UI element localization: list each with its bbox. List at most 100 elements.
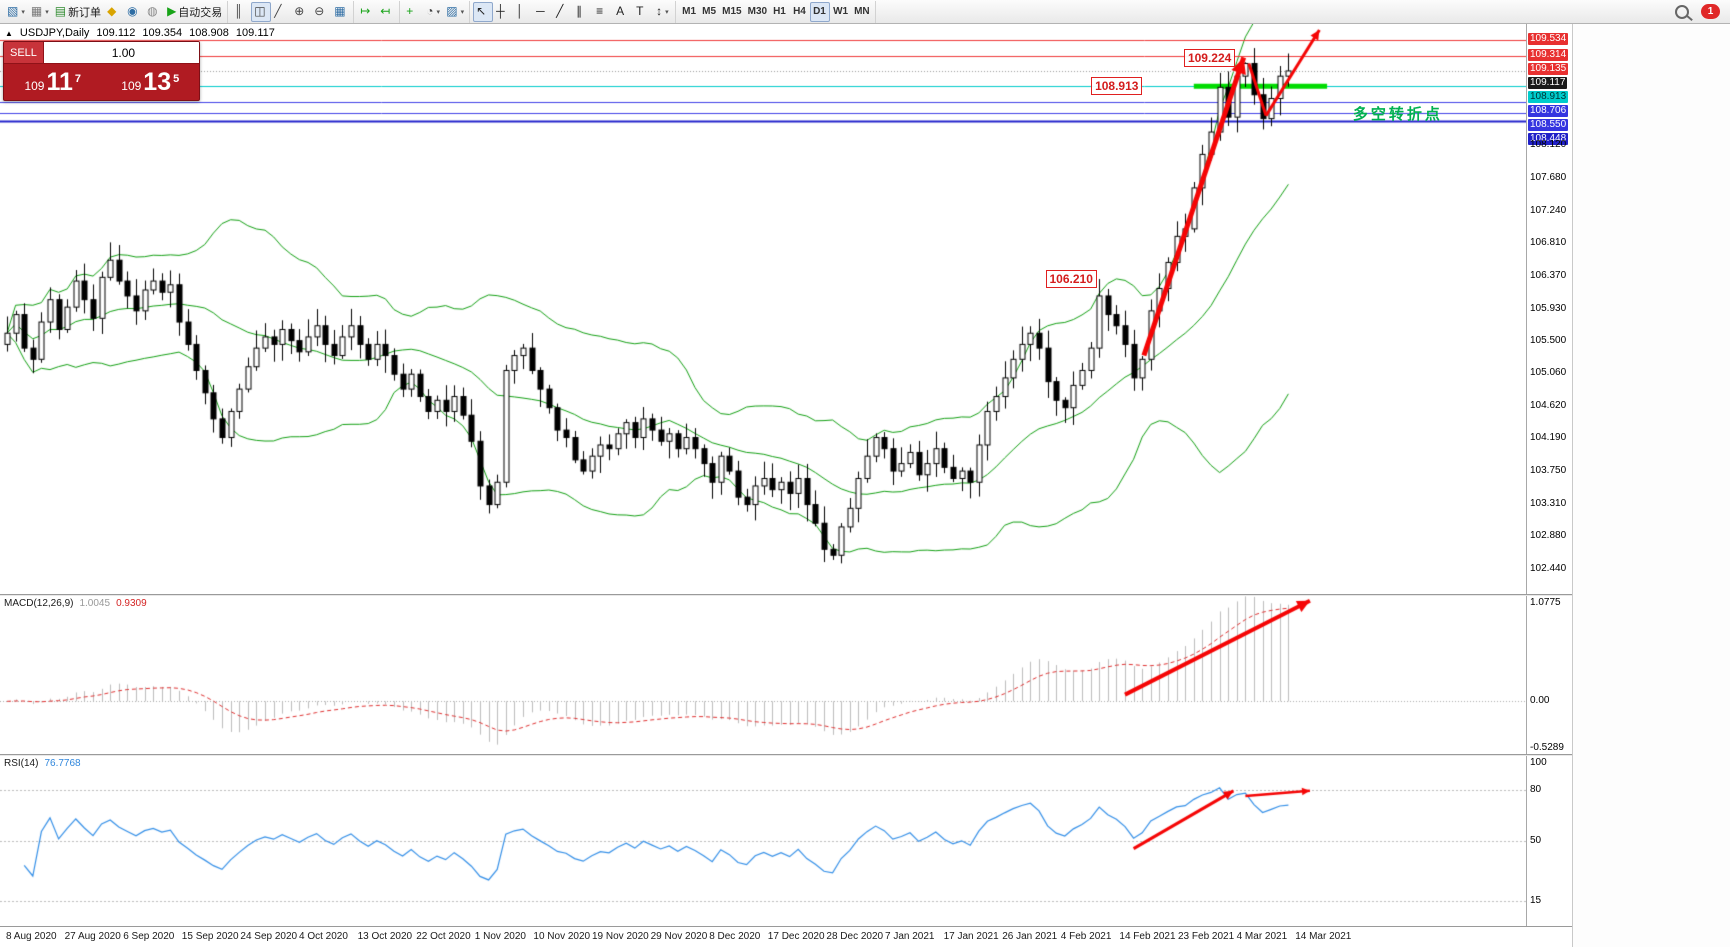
trade-panel-top-row: SELL ▴ ▾ BUY [4,42,199,64]
price-scale-label: 107.240 [1530,205,1567,217]
buy-price-main: 13 [143,68,172,96]
chart-title: ▲ USDJPY,Daily 109.112 109.354 108.908 1… [5,27,275,39]
price-tag: 109.534 [1528,33,1569,46]
candlestick-chart-button[interactable]: ◫ [251,1,272,22]
arrows-tool-button[interactable]: ↕ ▾ [653,2,673,22]
timeframe-w1-label: W1 [833,6,849,17]
ohlc-low: 108.908 [189,27,229,39]
date-label: 26 Jan 2021 [1002,931,1058,942]
price-annotation[interactable]: 106.210 [1045,269,1097,288]
horizontal-line-button[interactable]: ─ [533,2,553,22]
date-label: 17 Dec 2020 [767,931,825,942]
trendline-button[interactable]: ╱ [553,2,573,22]
cursor-button[interactable]: ↖ [473,1,494,22]
buy-price[interactable]: 109 13 5 [102,67,200,97]
price-scale-label: 105.500 [1530,334,1567,346]
price-scale-label: 103.310 [1530,497,1567,509]
macd-main-value: 1.0045 [79,598,111,609]
sell-button[interactable]: SELL [4,42,43,63]
macd-name: MACD(12,26,9) [4,598,74,609]
indicators-button[interactable]: + [403,2,423,22]
text-label-button[interactable]: T [633,2,653,22]
notification-badge[interactable]: 1 [1701,4,1720,19]
macd-pane: MACD(12,26,9) 1.0045 0.9309 1.0775 0.00 -0… [0,596,1572,754]
macd-chart[interactable] [0,596,1526,754]
timeframe-h4-button[interactable]: H4 [790,2,810,22]
price-scale-label: 105.930 [1530,302,1567,314]
timeframe-h4-label: H4 [793,6,806,17]
chart-shift-button[interactable]: ↤ [377,2,397,22]
bar-chart-icon: ║ [234,4,243,18]
turning-point-annotation[interactable]: 多空转折点 [1352,105,1443,123]
pane-separator[interactable] [0,594,1572,596]
arrows-tool-dropdown-icon[interactable]: ▾ [665,8,669,16]
date-axis[interactable]: 8 Aug 2020 27 Aug 2020 6 Sep 2020 15 Sep 20… [0,926,1572,947]
timeframe-m30-button[interactable]: M30 [745,2,770,22]
volume-input[interactable] [43,42,199,63]
line-chart-button[interactable]: ╱ [271,2,291,22]
price-tag: 108.448 [1528,133,1569,146]
rsi-scale-label: 15 [1530,894,1542,906]
autotrading-button[interactable]: ▶ 自动交易 [164,2,225,22]
profiles-dropdown-icon[interactable]: ▾ [45,8,49,16]
new-chart-dropdown-icon[interactable]: ▾ [21,8,25,16]
templates-button[interactable]: ▨ ▾ [443,2,467,22]
timeframe-m15-button[interactable]: M15 [719,2,744,22]
metaeditor-button[interactable]: ◆ [104,2,124,22]
timeframe-h1-label: H1 [773,6,786,17]
vertical-line-button[interactable]: │ [513,2,533,22]
bar-chart-button[interactable]: ║ [231,2,251,22]
about-button[interactable]: ◍ [144,2,164,22]
fibonacci-button[interactable]: ≡ [593,2,613,22]
search-icon[interactable] [1675,4,1689,19]
macd-label: MACD(12,26,9) 1.0045 0.9309 [4,598,147,609]
toolbar-right: 1 [1675,4,1728,19]
periods-button[interactable]: ◔ ▾ [423,2,443,22]
profiles-button[interactable]: ▦ ▾ [28,2,52,22]
timeframe-m1-button[interactable]: M1 [679,2,699,22]
zoom-out-icon: ⊖ [314,4,325,18]
zoom-in-button[interactable]: ⊕ [291,2,311,22]
date-label: 19 Nov 2020 [592,931,649,942]
date-label: 4 Oct 2020 [299,931,348,942]
timeframe-m5-button[interactable]: M5 [699,2,719,22]
chart-window: ▲ USDJPY,Daily 109.112 109.354 108.908 1… [0,24,1572,947]
tile-windows-button[interactable]: ▦ [331,2,351,22]
timeframe-d1-button[interactable]: D1 [810,1,831,22]
navigator-button[interactable]: ◉ [124,2,144,22]
text-icon: A [616,4,625,18]
price-scale-label: 106.810 [1530,237,1567,249]
cursor-icon: ↖ [476,4,487,18]
templates-dropdown-icon[interactable]: ▾ [460,8,465,16]
rsi-scale-label: 50 [1530,835,1542,846]
equidistant-channel-button[interactable]: ∥ [573,2,593,22]
text-label-icon: T [636,4,644,18]
vertical-line-icon: │ [516,4,524,18]
arrows-tool-icon: ↕ [656,4,663,18]
sell-price[interactable]: 109 11 7 [4,67,102,97]
price-annotation[interactable]: 108.913 [1091,77,1143,96]
timeframe-h1-button[interactable]: H1 [770,2,790,22]
price-annotation[interactable]: 109.224 [1183,48,1236,67]
date-label: 15 Sep 2020 [181,931,239,942]
profiles-icon: ▦ [30,4,43,18]
rsi-chart[interactable] [0,756,1526,926]
macd-scale[interactable]: 1.0775 0.00 -0.5289 [1526,596,1572,754]
text-button[interactable]: A [613,2,633,22]
timeframe-w1-button[interactable]: W1 [830,2,851,22]
price-scale[interactable]: 109.534 109.314 109.135 109.117 108.913 108.7… [1526,24,1572,594]
crosshair-button[interactable]: ┼ [493,2,513,22]
new-order-button[interactable]: ▤ 新订单 [52,2,104,22]
line-chart-icon: ╱ [274,4,282,18]
pane-separator[interactable] [0,754,1572,756]
new-chart-button[interactable]: ▧ ▾ [4,2,28,22]
timeframe-mn-button[interactable]: MN [851,2,873,22]
periods-dropdown-icon[interactable]: ▾ [436,8,441,16]
rsi-scale[interactable]: 100 80 50 15 [1526,756,1572,926]
auto-scroll-icon: ↦ [360,4,371,18]
price-tag: 108.550 [1528,119,1569,132]
zoom-out-button[interactable]: ⊖ [311,2,331,22]
auto-scroll-button[interactable]: ↦ [357,2,377,22]
toolbar-group-system: ▧ ▾ ▦ ▾ ▤ 新订单 ◆ ◉ ◍ ▶ 自动交易 [2,0,229,23]
candlestick-chart[interactable] [0,24,1526,594]
